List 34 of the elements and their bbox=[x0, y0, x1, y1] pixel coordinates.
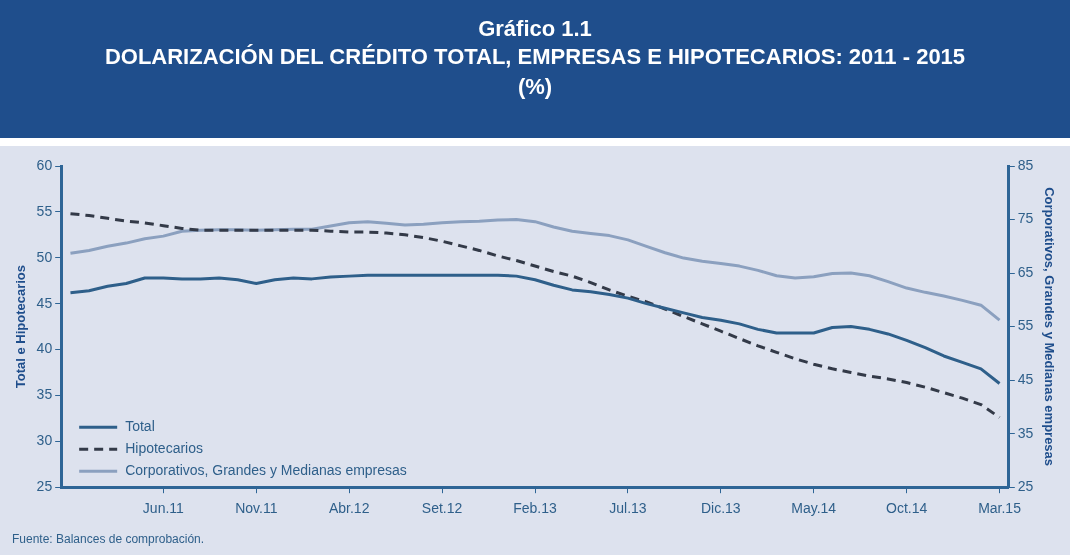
legend-label: Corporativos, Grandes y Medianas empresas bbox=[125, 462, 407, 479]
y2-tick-label: 55 bbox=[1017, 317, 1034, 334]
x-tick-label: Dic.13 bbox=[700, 500, 741, 517]
x-tick-label: Set.12 bbox=[421, 500, 463, 517]
line-series bbox=[68, 212, 1002, 419]
y2-tick-label: 85 bbox=[1017, 156, 1034, 173]
y2-tick-label: 65 bbox=[1017, 263, 1034, 280]
y-tick-label: 35 bbox=[36, 386, 53, 403]
y-tick-label: 30 bbox=[36, 432, 53, 449]
y-tick-label: 45 bbox=[36, 294, 53, 311]
legend-label: Total bbox=[125, 418, 155, 435]
x-tick-label: Jun.11 bbox=[142, 500, 185, 517]
x-tick-label: Jul.13 bbox=[609, 500, 647, 517]
x-tick-label: Nov.11 bbox=[235, 500, 278, 517]
y-tick-label: 25 bbox=[36, 478, 53, 495]
y2-tick-label: 25 bbox=[1017, 478, 1034, 495]
x-tick-label: Oct.14 bbox=[886, 500, 928, 517]
y2-tick-label: 75 bbox=[1017, 210, 1034, 227]
source-note: Fuente: Balances de comprobación. bbox=[12, 532, 205, 546]
y-tick-label: 55 bbox=[36, 202, 53, 219]
chart-title: Gráfico 1.1 bbox=[477, 15, 593, 42]
x-tick-label: Feb.13 bbox=[513, 500, 557, 517]
y-tick-label: 40 bbox=[36, 340, 53, 357]
y-tick-label: 60 bbox=[36, 156, 53, 173]
x-tick-label: May.14 bbox=[791, 500, 837, 517]
x-tick-label: Mar.15 bbox=[978, 500, 1022, 517]
legend-label: Hipotecarios bbox=[125, 440, 203, 457]
x-tick-label: Abr.12 bbox=[328, 500, 370, 517]
y2-tick-label: 45 bbox=[1017, 370, 1034, 387]
chart-subtitle: DOLARIZACIÓN DEL CRÉDITO TOTAL, EMPRESAS E HIPOTECARIOS: 2011 - 2015 (%) bbox=[103, 43, 967, 101]
y-tick-label: 50 bbox=[36, 248, 53, 265]
y2-axis-title: Corporativos, Grandes y Medianas empresas bbox=[1041, 187, 1057, 467]
y-axis-title: Total e Hipotecarios bbox=[13, 264, 29, 389]
y2-tick-label: 35 bbox=[1017, 424, 1034, 441]
